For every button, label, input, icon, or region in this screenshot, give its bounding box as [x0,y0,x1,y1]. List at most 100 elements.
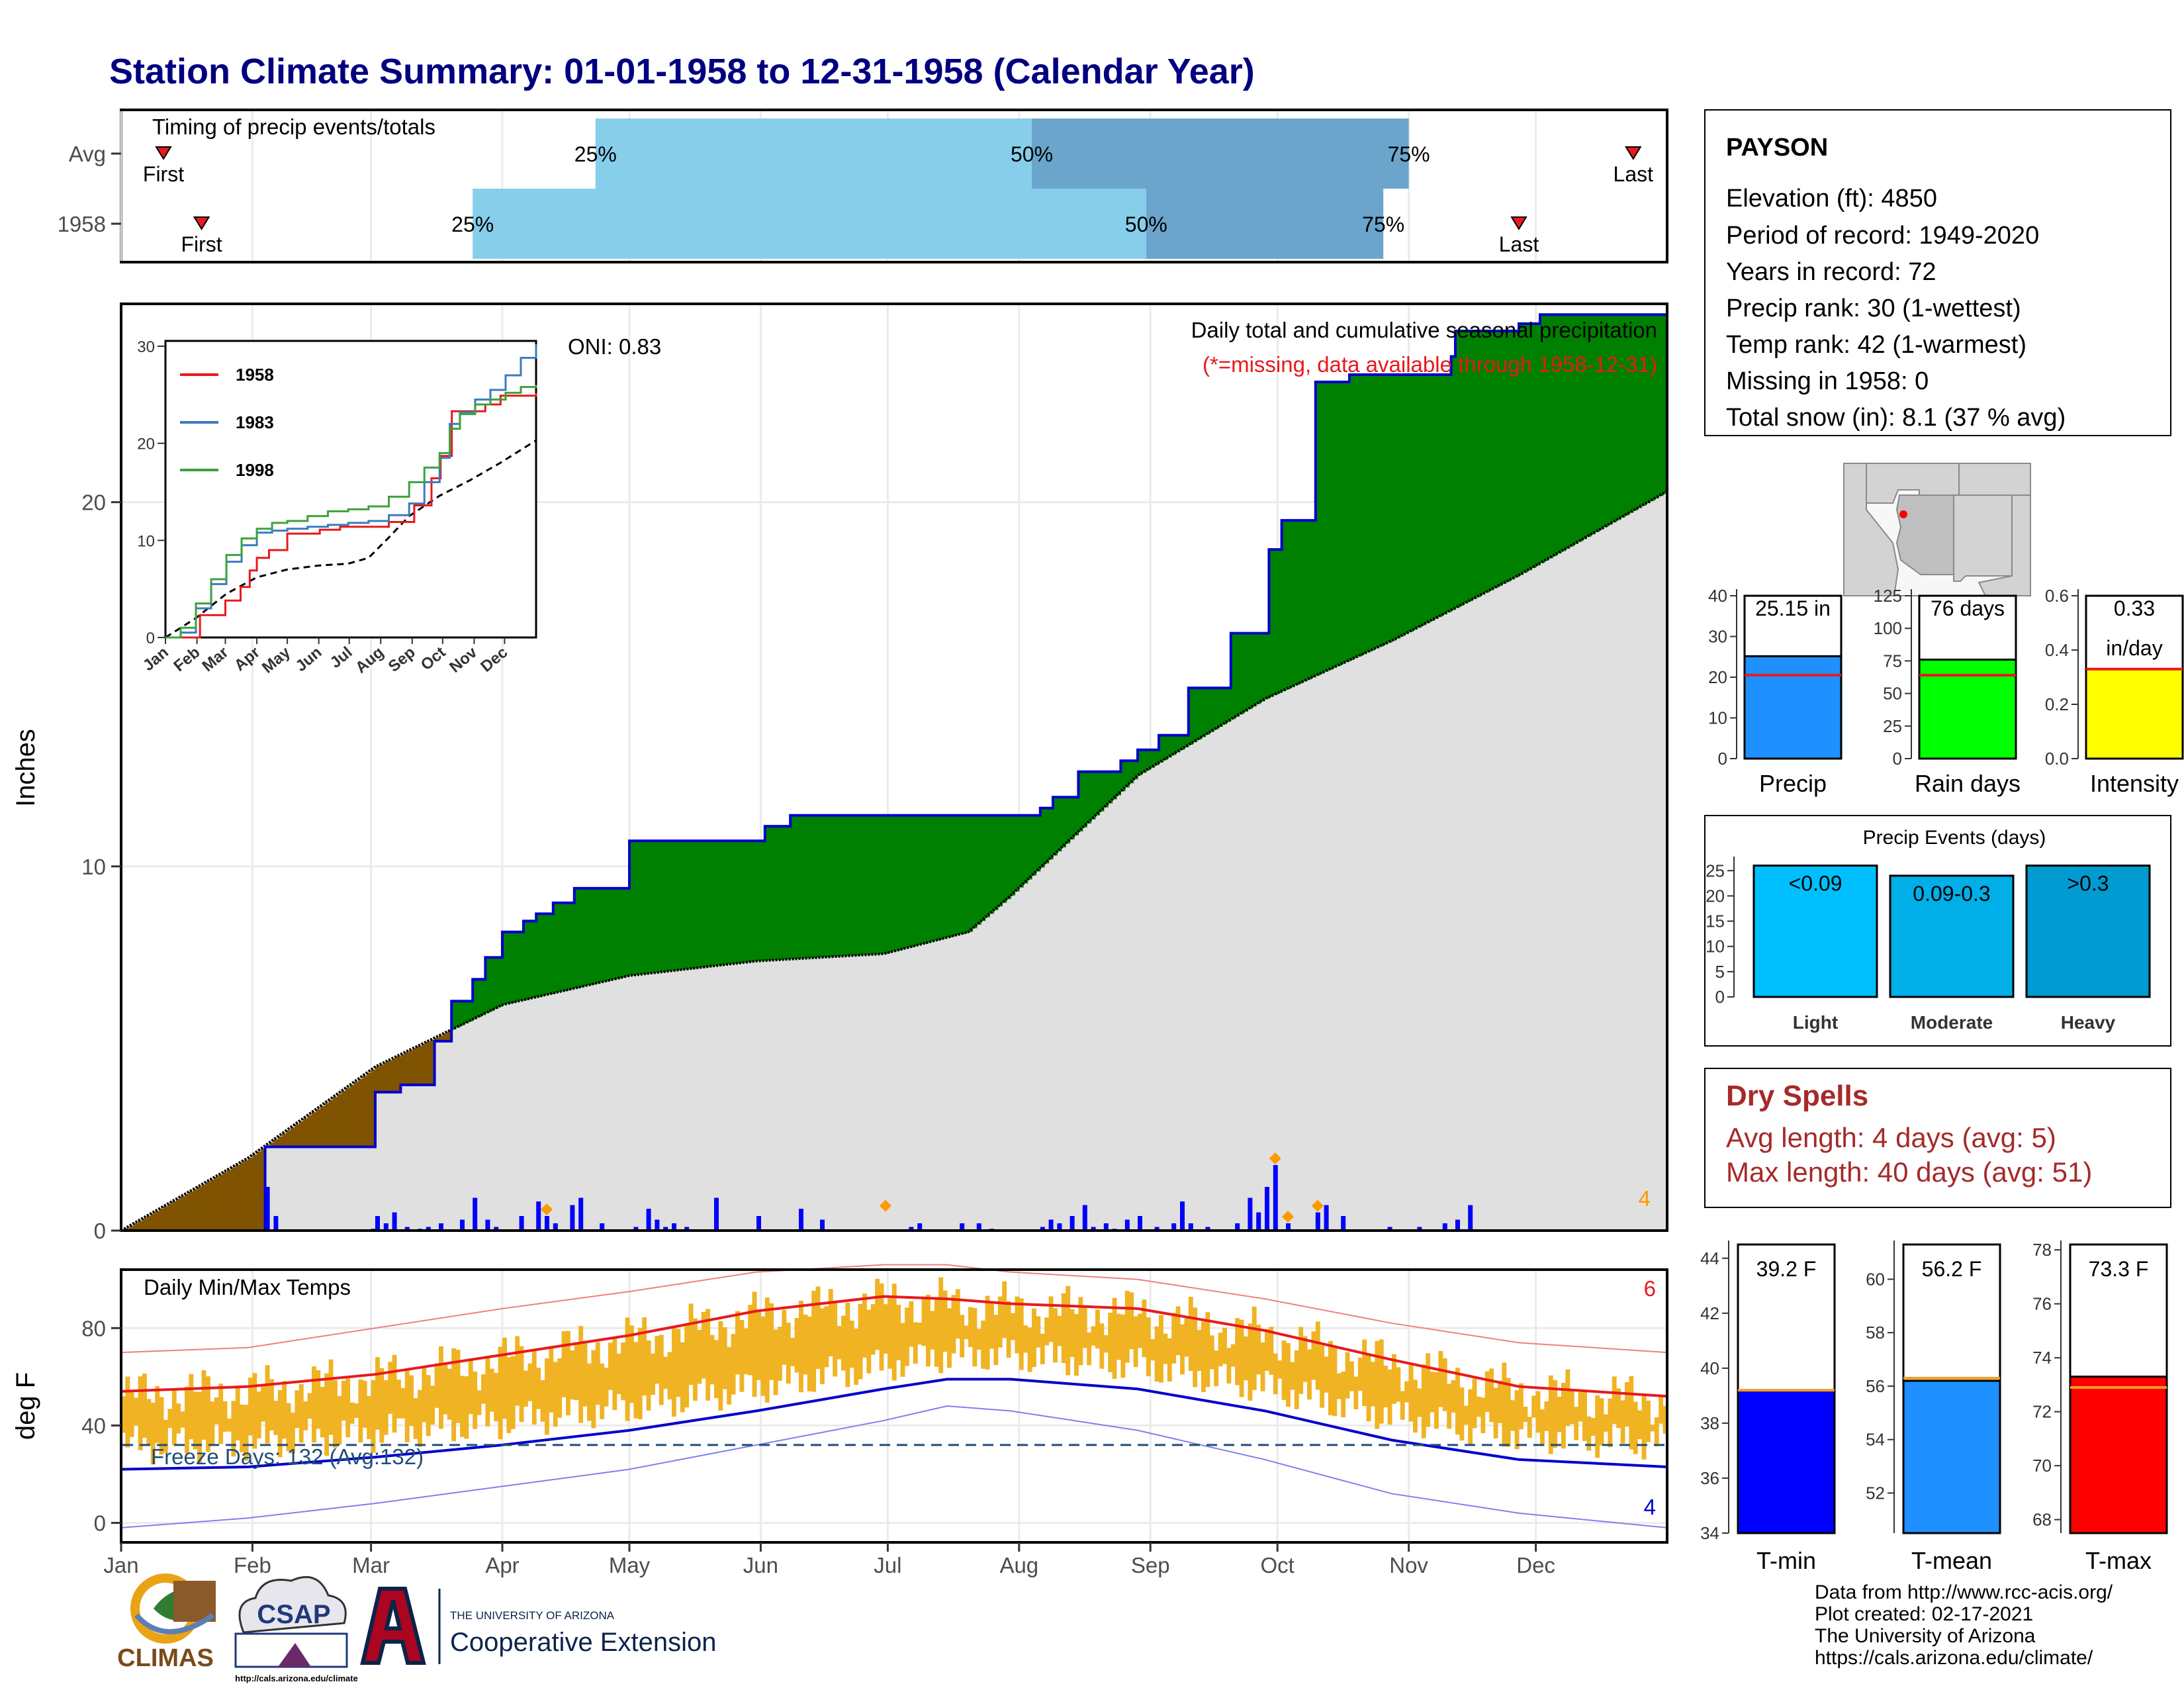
precip-ytick-label-0: 0 [94,1219,106,1243]
precip-daily-bar-42 [1103,1223,1109,1231]
temp-daily-bar [146,1399,152,1446]
temp-daily-bar [1053,1308,1058,1363]
precip-surplus-slice [1167,735,1172,758]
temp-daily-bar [1480,1397,1486,1434]
temp-daily-bar [1400,1391,1405,1420]
precip-surplus-slice [1574,314,1579,544]
summary-bar-label-1: Rain days [1915,770,2021,797]
temp-daily-bar [773,1329,778,1395]
precip-surplus-slice [473,979,478,1019]
temp-daily-bar [655,1336,660,1384]
timing-panel: 25% 50% 75% First Last Avg 25% 50% 75% First Last 1… [58,109,1668,263]
temp-daily-bar [341,1380,346,1421]
precip-surplus-slice [1057,797,1062,852]
precip-area-fills [120,313,1668,1232]
precip-surplus-slice [1387,375,1392,643]
precip-surplus-slice [1637,314,1643,508]
precip-corner-count: 4 [1639,1186,1651,1211]
precip-surplus-slice [1489,331,1494,590]
temp-daily-bar [1599,1398,1604,1446]
temp-daily-bar [1328,1340,1333,1415]
precip-heavy-marker-0 [541,1203,553,1215]
events-ytick-label-2: 10 [1706,937,1725,957]
temp-daily-bar [891,1284,897,1381]
temp-daily-bar [1586,1416,1592,1451]
temp-daily-bar [993,1315,999,1366]
precip-surplus-slice [1527,324,1532,571]
precip-surplus-slice [1311,520,1316,678]
footer-line-data: Data from http://www.rcc-acis.org/ [1815,1581,2113,1603]
month-label-1: Feb [234,1553,271,1577]
temp-daily-bar [150,1402,156,1465]
temp-daily-bar [1459,1387,1465,1441]
temp-daily-bar [201,1370,206,1440]
temp-daily-bar [1244,1336,1248,1381]
precip-deficit-slice [409,1050,414,1085]
temp-record-max-line [120,1264,1668,1354]
precip-deficit-slice [273,1139,279,1147]
precip-surplus-slice [1078,771,1083,831]
precip-daily-bar-22 [646,1208,651,1231]
temp-daily-bar [531,1350,537,1425]
precip-surplus-slice [1426,375,1431,624]
precip-daily-bar-18 [570,1205,575,1231]
tempbar-ytick-label-0-3: 40 [1700,1358,1719,1378]
temp-daily-bar [439,1346,443,1429]
summary-bar-2 [2085,668,2184,760]
summary-ytick-label-2-2: 0.4 [2045,640,2069,660]
temp-daily-bar [735,1311,740,1375]
temp-daily-bar [206,1376,210,1452]
temp-daily-bar [121,1396,126,1433]
temp-daily-bar [468,1359,473,1415]
precip-surplus-slice [519,931,524,1002]
temp-daily-bar [642,1317,647,1396]
precip-deficit-slice [367,1072,372,1147]
precip-surplus-slice [1468,331,1473,602]
precip-surplus-slice [709,841,715,966]
precip-surplus-slice [1641,314,1647,506]
temp-daily-bar [422,1367,427,1423]
precip-surplus-slice [1294,520,1299,686]
station-line-period: Period of record: 1949-2020 [1726,222,2039,250]
temp-daily-bar [582,1343,588,1407]
temp-daily-bar [633,1342,639,1419]
precip-surplus-slice [1201,688,1206,737]
temp-daily-bar [451,1348,457,1442]
precip-daily-bar-29 [799,1208,803,1231]
precip-surplus-slice [1260,633,1265,702]
temp-daily-bar [1438,1350,1443,1407]
temp-daily-bar [1510,1400,1516,1431]
temp-daily-bar [1421,1364,1426,1438]
precip-surplus-slice [600,888,605,983]
precip-surplus-slice [561,902,567,992]
precip-surplus-slice [1544,314,1549,561]
precip-surplus-slice [1256,633,1261,704]
precip-surplus-slice [574,888,579,988]
precip-surplus-slice [1124,761,1130,788]
temp-daily-bar [1222,1327,1227,1364]
temp-daily-bar [235,1387,240,1441]
precip-surplus-slice [778,826,782,961]
temp-daily-bar [549,1346,554,1413]
summary-ytick-label-0-0: 0 [1718,749,1727,769]
timing-row-label-1: 1958 [58,212,106,236]
precip-surplus-slice [1218,688,1223,727]
precip-surplus-slice [972,815,978,929]
precip-surplus-slice [841,815,846,957]
temp-daily-bar [1625,1382,1629,1427]
precip-surplus-slice [1095,771,1100,816]
temp-daily-bar [277,1389,283,1458]
inset-legend-label-1998: 1998 [236,460,274,480]
precip-daily-bar-10 [460,1219,465,1231]
precip-deficit-slice [324,1103,330,1147]
temp-daily-bar [561,1331,567,1397]
temp-daily-bar [917,1322,923,1345]
precip-surplus-slice [1315,382,1320,676]
precip-daily-bar-0 [265,1186,270,1231]
precip-daily-bar-49 [1188,1223,1193,1231]
precip-surplus-slice [684,841,690,970]
precip-heavy-marker-1 [880,1199,891,1212]
temp-daily-bar [1129,1292,1134,1350]
temp-daily-bar [383,1380,388,1435]
temp-daily-bar [1103,1335,1109,1353]
